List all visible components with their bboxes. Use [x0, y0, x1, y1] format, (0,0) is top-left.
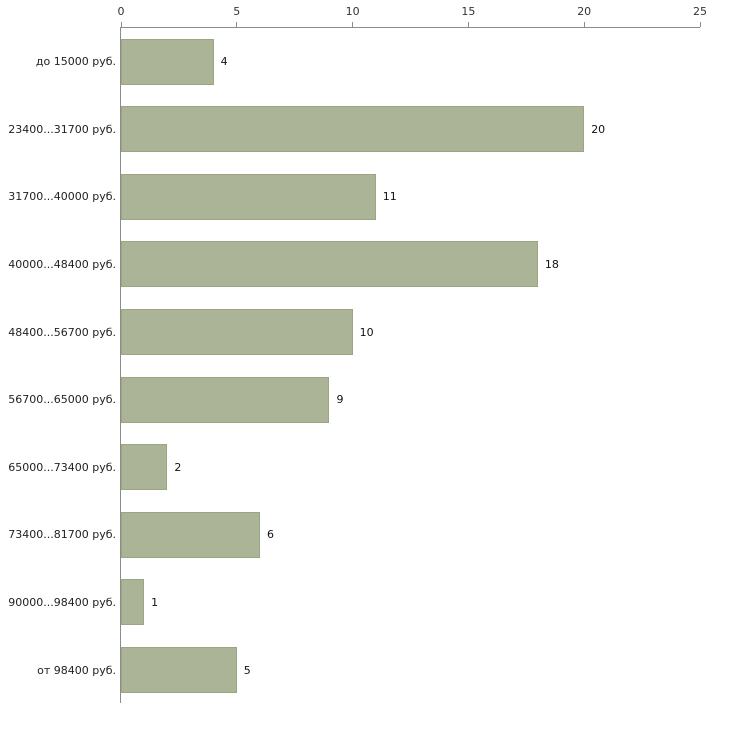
bar-value-label: 5 [243, 663, 251, 677]
bar [121, 173, 376, 220]
category-label: 48400...56700 руб. [8, 325, 116, 339]
chart-row: 56700...65000 руб. 9 [8, 366, 700, 434]
axis-tick-label: 15 [461, 5, 476, 18]
chart-row: 65000...73400 руб. 2 [8, 434, 700, 502]
bar-value-label: 6 [266, 528, 274, 542]
bar-value-label: 9 [336, 393, 344, 407]
axis-tick-label: 25 [693, 5, 707, 18]
bar-value-label: 20 [591, 122, 606, 136]
category-label: 23400...31700 руб. [8, 122, 116, 136]
axis-tick-label: 0 [117, 5, 125, 18]
plot-area: 0 5 10 15 20 25 до 15000 руб. 4 23400...31700 р… [8, 5, 707, 704]
axis-tick [352, 22, 354, 27]
axis-tick [120, 22, 122, 27]
bar [121, 308, 353, 355]
bar-value-label: 18 [544, 258, 559, 272]
chart-row: 48400...56700 руб. 10 [8, 298, 700, 366]
category-label: 40000...48400 руб. [8, 258, 116, 272]
bar-value-label: 10 [359, 325, 374, 339]
bar [121, 444, 168, 491]
axis-tick [236, 22, 238, 27]
bar [121, 106, 585, 153]
bar-value-label: 2 [174, 460, 182, 474]
bar [121, 646, 237, 693]
category-label: 73400...81700 руб. [8, 528, 116, 542]
bar [121, 579, 145, 626]
chart-row: 40000...48400 руб. 18 [8, 231, 700, 299]
chart-row: от 98400 руб. 5 [37, 636, 700, 704]
axis-tick [467, 22, 469, 27]
axis-tick-label: 5 [233, 5, 241, 18]
bar-value-label: 1 [151, 596, 159, 610]
bar [121, 241, 538, 288]
bar-value-label: 11 [382, 190, 397, 204]
bar [121, 376, 330, 423]
chart-row: 31700...40000 руб. 11 [8, 163, 700, 231]
chart-row: 23400...31700 руб. 20 [8, 96, 700, 164]
bar [121, 38, 214, 85]
category-label: до 15000 руб. [35, 55, 116, 69]
category-label: 90000...98400 руб. [8, 596, 116, 610]
axis-tick [699, 22, 701, 27]
axis-tick [583, 22, 585, 27]
category-label: 65000...73400 руб. [8, 460, 116, 474]
chart-row: 73400...81700 руб. 6 [8, 501, 700, 569]
category-label: 31700...40000 руб. [8, 190, 116, 204]
category-label: от 98400 руб. [37, 663, 116, 677]
bar-value-label: 4 [220, 55, 228, 69]
category-label: 56700...65000 руб. [8, 393, 116, 407]
axis-tick-label: 20 [577, 5, 592, 18]
chart-row: до 15000 руб. 4 [36, 28, 700, 96]
axis-tick-label: 10 [345, 5, 360, 18]
bar [121, 511, 260, 558]
chart-row: 90000...98400 руб. 1 [8, 569, 700, 637]
